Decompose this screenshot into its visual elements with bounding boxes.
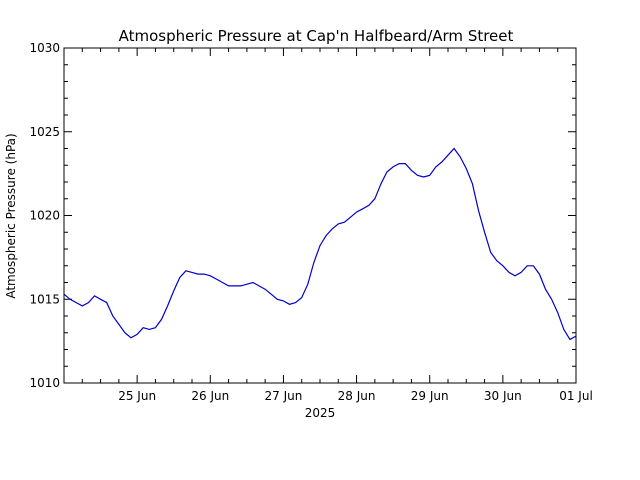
chart-title: Atmospheric Pressure at Cap'n Halfbeard/… xyxy=(119,27,514,45)
y-tick-label: 1015 xyxy=(29,292,60,306)
x-tick-label: 25 Jun xyxy=(118,389,156,403)
y-tick-label: 1025 xyxy=(29,125,60,139)
plot-frame xyxy=(63,47,577,384)
x-tick-label: 29 Jun xyxy=(411,389,449,403)
x-tick-label: 26 Jun xyxy=(191,389,229,403)
y-tick-label: 1030 xyxy=(29,41,60,55)
y-tick-label: 1020 xyxy=(29,209,60,223)
y-tick-label: 1010 xyxy=(29,376,60,390)
x-tick-label: 30 Jun xyxy=(484,389,522,403)
y-axis-label: Atmospheric Pressure (hPa) xyxy=(4,133,18,298)
axis-tick-labels: 25 Jun 26 Jun 27 Jun 28 Jun 29 Jun 30 Jun 01 J… xyxy=(29,41,592,403)
x-axis-label: 2025 xyxy=(305,406,336,420)
x-tick-label: 28 Jun xyxy=(338,389,376,403)
x-tick-label: 01 Jul xyxy=(559,389,593,403)
pressure-series-line xyxy=(63,147,577,341)
axis-ticks xyxy=(63,47,577,384)
x-tick-label: 27 Jun xyxy=(265,389,303,403)
